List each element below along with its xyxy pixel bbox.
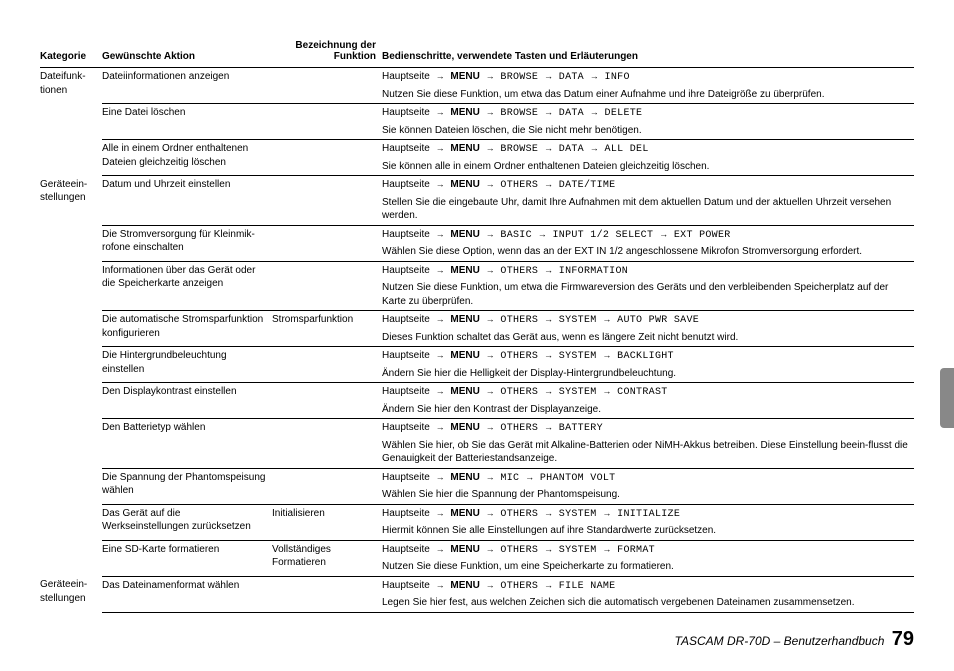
cell-category: Geräteein- stellungen <box>40 576 102 612</box>
table-row: Informationen über das Gerät oder die Sp… <box>40 261 914 280</box>
table-row: Alle in einem Ordner enthaltenen Dateien… <box>40 140 914 159</box>
cell-action: Die automatische Stromsparfunktion konfi… <box>102 311 272 347</box>
cell-description: Nutzen Sie diese Funktion, um eine Speic… <box>382 559 914 576</box>
cell-description: Dieses Funktion schaltet das Gerät aus, … <box>382 330 914 347</box>
cell-function <box>272 347 382 383</box>
table-row: Die automatische Stromsparfunktion konfi… <box>40 311 914 330</box>
cell-category: Dateifunk- tionen <box>40 68 102 104</box>
cell-path: Hauptseite → MENU → BROWSE → DATA → INFO <box>382 68 914 87</box>
table-row: Eine SD-Karte formatierenVollständiges F… <box>40 540 914 559</box>
cell-description: Sie können Dateien löschen, die Sie nich… <box>382 123 914 140</box>
header-kategorie: Kategorie <box>40 38 102 68</box>
cell-path: Hauptseite → MENU → BROWSE → DATA → ALL … <box>382 140 914 159</box>
cell-path: Hauptseite → MENU → BROWSE → DATA → DELE… <box>382 104 914 123</box>
cell-description: Wählen Sie diese Option, wenn das an der… <box>382 244 914 261</box>
manual-title: TASCAM DR-70D – Benutzerhandbuch <box>675 634 885 648</box>
table-row: Die Spannung der Phantomspeisung wählenH… <box>40 468 914 487</box>
table-row: Geräteein- stellungenDas Dateinamenforma… <box>40 576 914 595</box>
language-tab <box>940 368 954 428</box>
cell-category <box>40 311 102 347</box>
cell-description: Nutzen Sie diese Funktion, um etwa das D… <box>382 87 914 104</box>
cell-function <box>272 576 382 612</box>
cell-category <box>40 104 102 140</box>
header-schritte: Bedienschritte, verwendete Tasten und Er… <box>382 38 914 68</box>
cell-function <box>272 468 382 504</box>
cell-description: Legen Sie hier fest, aus welchen Zeichen… <box>382 595 914 612</box>
cell-function <box>272 176 382 226</box>
cell-function <box>272 261 382 311</box>
cell-action: Das Dateinamenformat wählen <box>102 576 272 612</box>
reference-table: Kategorie Gewünschte Aktion Bezeichnung … <box>40 38 914 626</box>
cell-description: Wählen Sie hier, ob Sie das Gerät mit Al… <box>382 438 914 469</box>
cell-description: Wählen Sie hier die Spannung der Phantom… <box>382 487 914 504</box>
cell-path: Hauptseite → MENU → OTHERS → SYSTEM → BA… <box>382 347 914 366</box>
cell-description: Ändern Sie hier den Kontrast der Display… <box>382 402 914 419</box>
cell-action: Die Spannung der Phantomspeisung wählen <box>102 468 272 504</box>
cell-path: Hauptseite → MENU → OTHERS → FILE NAME <box>382 576 914 595</box>
cell-description: Stellen Sie die eingebaute Uhr, damit Ih… <box>382 195 914 226</box>
cell-category <box>40 225 102 261</box>
cell-action: Das Gerät auf die Werkseinstellungen zur… <box>102 504 272 540</box>
cell-category: Geräteein- stellungen <box>40 176 102 226</box>
cell-action: Datum und Uhrzeit einstellen <box>102 176 272 226</box>
cell-category <box>40 140 102 176</box>
header-funktion: Bezeichnung der Funktion <box>272 38 382 68</box>
cell-function <box>272 383 382 419</box>
cell-path: Hauptseite → MENU → OTHERS → DATE/TIME <box>382 176 914 195</box>
table-row: Das Gerät auf die Werkseinstellungen zur… <box>40 504 914 523</box>
table-row: Den Displaykontrast einstellenHauptseite… <box>40 383 914 402</box>
cell-action: Eine SD-Karte formatieren <box>102 540 272 576</box>
cell-path: Hauptseite → MENU → OTHERS → INFORMATION <box>382 261 914 280</box>
header-aktion: Gewünschte Aktion <box>102 38 272 68</box>
cell-path: Hauptseite → MENU → OTHERS → SYSTEM → AU… <box>382 311 914 330</box>
table-end-sep <box>40 612 914 626</box>
table-row: Die Stromversorgung für Kleinmik-rofone … <box>40 225 914 244</box>
page-number: 79 <box>888 628 914 650</box>
cell-action: Die Stromversorgung für Kleinmik-rofone … <box>102 225 272 261</box>
cell-function <box>272 104 382 140</box>
table-row: Eine Datei löschenHauptseite → MENU → BR… <box>40 104 914 123</box>
cell-function: Vollständiges Formatieren <box>272 540 382 576</box>
cell-action: Den Displaykontrast einstellen <box>102 383 272 419</box>
cell-description: Nutzen Sie diese Funktion, um etwa die F… <box>382 280 914 311</box>
cell-path: Hauptseite → MENU → OTHERS → SYSTEM → IN… <box>382 504 914 523</box>
cell-description: Sie können alle in einem Ordner enthalte… <box>382 159 914 176</box>
page-content: Kategorie Gewünschte Aktion Bezeichnung … <box>40 38 914 626</box>
cell-action: Den Batterietyp wählen <box>102 419 272 469</box>
table-row: Den Batterietyp wählenHauptseite → MENU … <box>40 419 914 438</box>
table-row: Die Hintergrundbeleuchtung einstellenHau… <box>40 347 914 366</box>
cell-path: Hauptseite → MENU → MIC → PHANTOM VOLT <box>382 468 914 487</box>
cell-function <box>272 140 382 176</box>
cell-path: Hauptseite → MENU → OTHERS → SYSTEM → FO… <box>382 540 914 559</box>
cell-description: Ändern Sie hier die Helligkeit der Displ… <box>382 366 914 383</box>
cell-function <box>272 419 382 469</box>
cell-category <box>40 468 102 504</box>
cell-action: Informationen über das Gerät oder die Sp… <box>102 261 272 311</box>
cell-path: Hauptseite → MENU → OTHERS → BATTERY <box>382 419 914 438</box>
cell-category <box>40 383 102 419</box>
cell-category <box>40 347 102 383</box>
cell-description: Hiermit können Sie alle Einstellungen au… <box>382 523 914 540</box>
cell-action: Die Hintergrundbeleuchtung einstellen <box>102 347 272 383</box>
cell-function <box>272 68 382 104</box>
cell-action: Eine Datei löschen <box>102 104 272 140</box>
page-footer: TASCAM DR-70D – Benutzerhandbuch 79 <box>675 628 914 651</box>
cell-function: Initialisieren <box>272 504 382 540</box>
cell-action: Alle in einem Ordner enthaltenen Dateien… <box>102 140 272 176</box>
table-body: Dateifunk- tionenDateiinformationen anze… <box>40 68 914 627</box>
table-row: Geräteein- stellungenDatum und Uhrzeit e… <box>40 176 914 195</box>
cell-category <box>40 261 102 311</box>
table-header-row: Kategorie Gewünschte Aktion Bezeichnung … <box>40 38 914 68</box>
cell-category <box>40 419 102 469</box>
cell-function: Stromsparfunktion <box>272 311 382 347</box>
cell-category <box>40 504 102 540</box>
cell-function <box>272 225 382 261</box>
cell-path: Hauptseite → MENU → OTHERS → SYSTEM → CO… <box>382 383 914 402</box>
cell-path: Hauptseite → MENU → BASIC → INPUT 1/2 SE… <box>382 225 914 244</box>
cell-action: Dateiinformationen anzeigen <box>102 68 272 104</box>
table-row: Dateifunk- tionenDateiinformationen anze… <box>40 68 914 87</box>
cell-category <box>40 540 102 576</box>
